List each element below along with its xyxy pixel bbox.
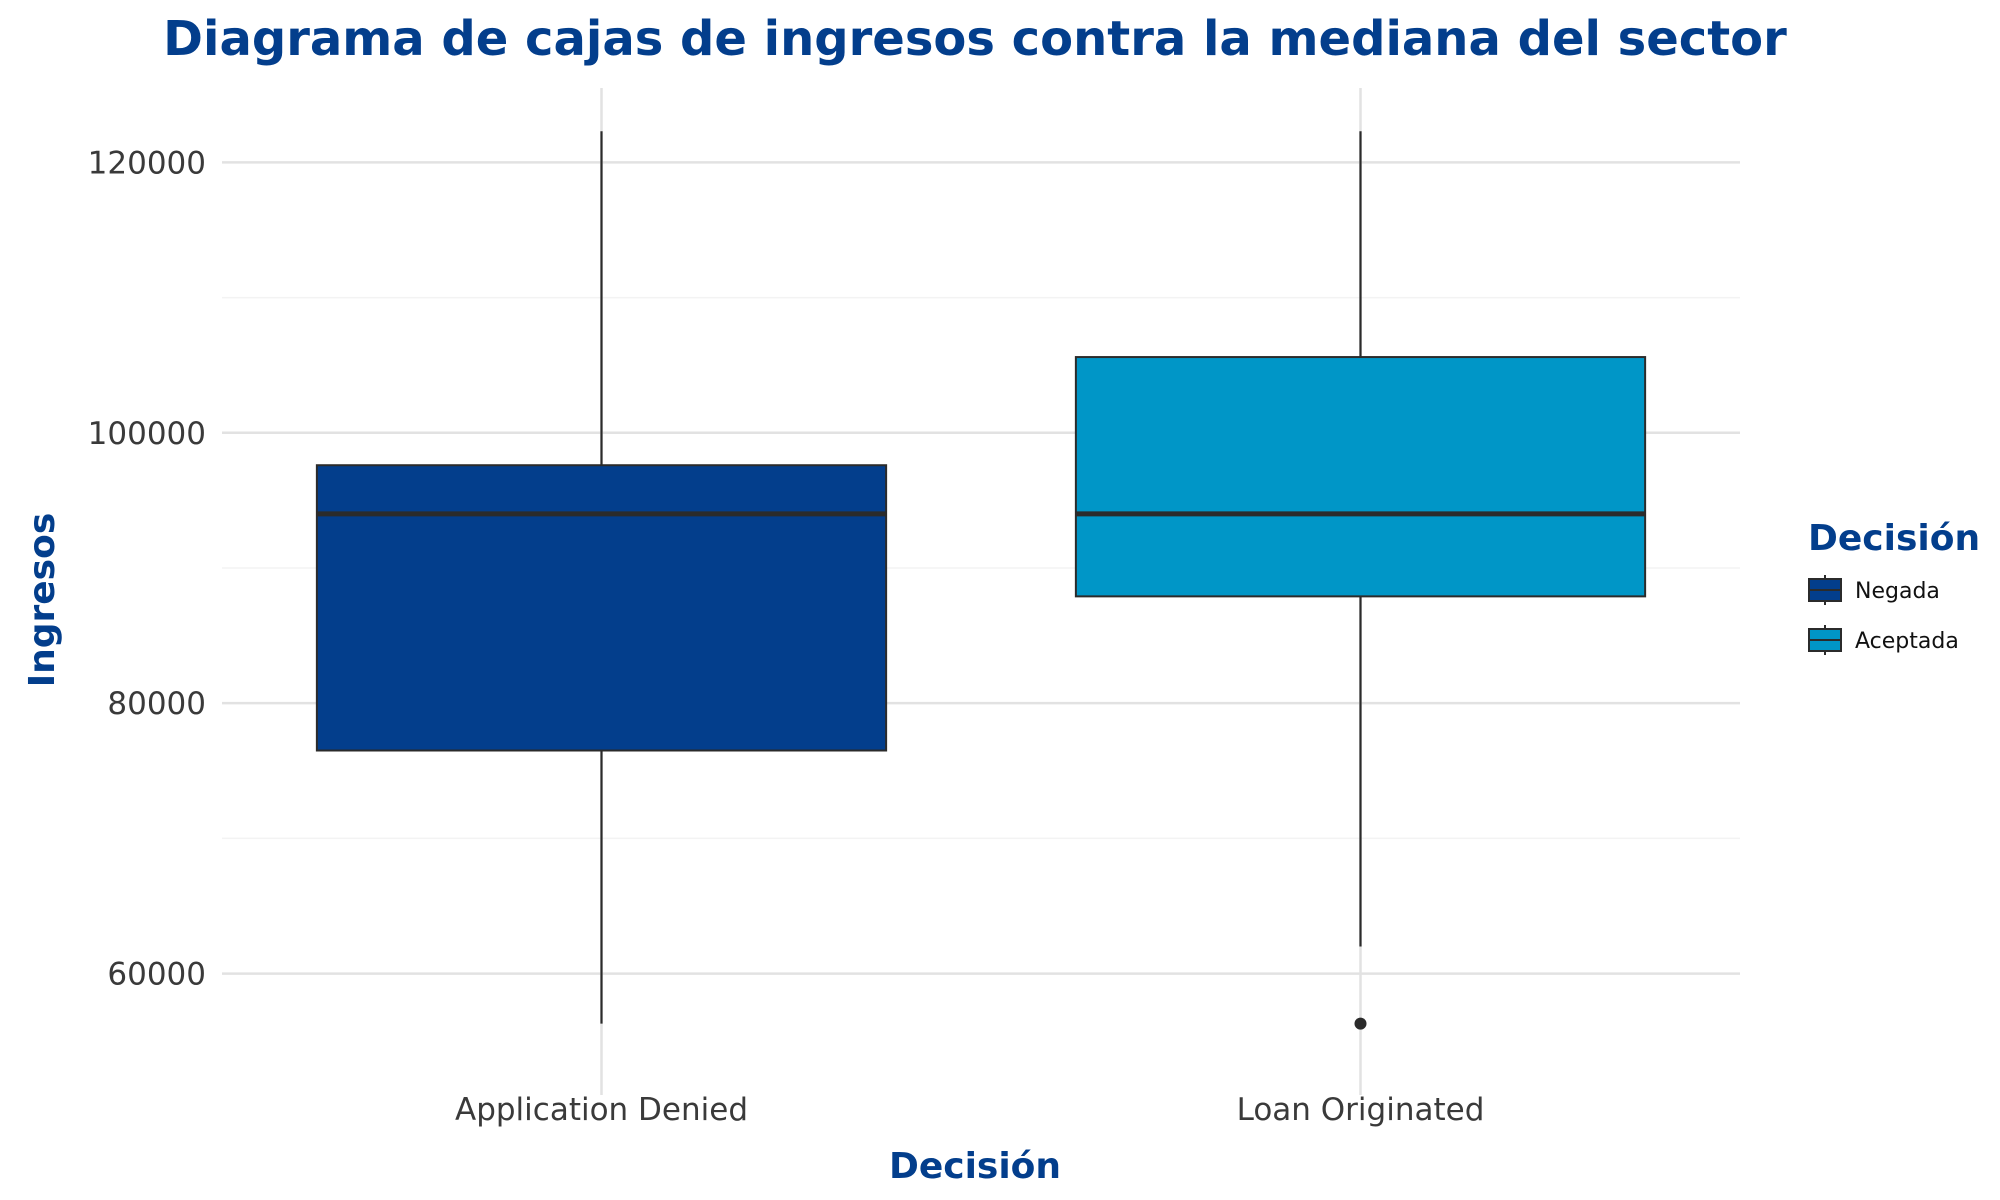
y-tick-label: 60000 xyxy=(107,957,206,993)
legend-title: Decisión xyxy=(1808,518,1980,559)
plot-area xyxy=(315,131,1647,1030)
x-tick-label: Application Denied xyxy=(455,1092,748,1128)
x-axis-ticks: Application Denied Loan Originated xyxy=(455,1092,1484,1128)
legend-entry-aceptada: Aceptada xyxy=(1808,625,1959,655)
box-aceptada xyxy=(1074,131,1647,1030)
y-tick-label: 120000 xyxy=(88,145,206,181)
chart-title: Diagrama de cajas de ingresos contra la … xyxy=(163,11,1787,67)
box-iqr xyxy=(315,464,888,752)
outlier-point xyxy=(1354,1017,1367,1030)
x-axis-title: Decisión xyxy=(889,1146,1061,1187)
legend: Decisión Negada Aceptada xyxy=(1808,518,1980,655)
y-tick-label: 80000 xyxy=(107,686,206,722)
legend-label: Aceptada xyxy=(1855,629,1959,654)
legend-label: Negada xyxy=(1855,579,1940,604)
legend-entry-negada: Negada xyxy=(1808,575,1940,605)
box-iqr xyxy=(1074,356,1647,598)
y-axis-title: Ingresos xyxy=(22,513,63,688)
y-tick-label: 100000 xyxy=(88,416,206,452)
x-tick-label: Loan Originated xyxy=(1237,1092,1485,1128)
y-axis-ticks: 60000 80000 100000 120000 xyxy=(88,145,206,992)
box-negada xyxy=(315,131,888,1024)
